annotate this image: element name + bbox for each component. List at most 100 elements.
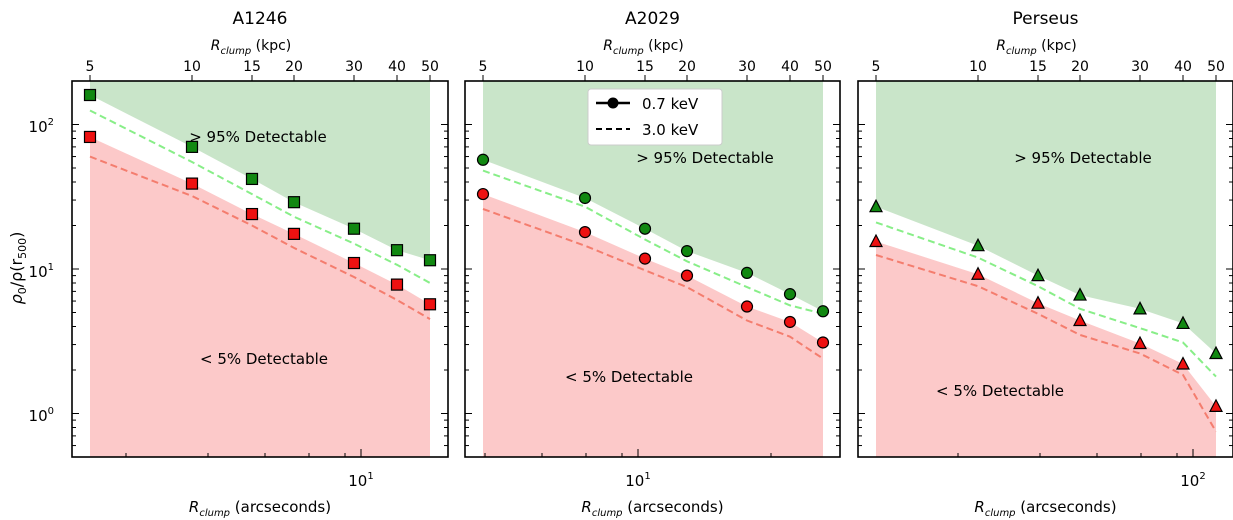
green-marker-0-4 — [347, 222, 361, 235]
annotation-detectable-2: > 95% Detectable — [1014, 149, 1152, 167]
x-axis-label-1: Rclump (arcseconds) — [581, 498, 723, 519]
green-dashed-line-0 — [89, 109, 431, 284]
annotation-undetectable-2: < 5% Detectable — [936, 382, 1064, 400]
red-marker-1-1 — [578, 226, 592, 239]
top-tick-label-2-2: 15 — [1029, 59, 1047, 75]
red-marker-0-2 — [245, 207, 259, 221]
red-dashed-line-0 — [89, 155, 431, 320]
green-dashed-line-2 — [875, 221, 1217, 378]
green-marker-2-3 — [1073, 287, 1087, 301]
top-tick-label-0-0: 5 — [86, 59, 95, 75]
green-marker-0-1 — [185, 140, 199, 153]
top-tick-label-1-3: 20 — [678, 59, 696, 75]
red-region-0 — [90, 137, 430, 457]
bottom-tick-label-1: 101 — [625, 471, 650, 490]
annotation-undetectable-0: < 5% Detectable — [200, 350, 328, 368]
red-marker-1-6 — [816, 336, 830, 349]
green-marker-1-5 — [783, 288, 797, 301]
top-tick-label-2-0: 5 — [872, 59, 881, 75]
red-marker-2-5 — [1176, 356, 1190, 370]
red-marker-0-5 — [390, 278, 404, 291]
green-marker-1-1 — [578, 191, 592, 205]
top-tick-label-0-2: 15 — [243, 59, 261, 75]
green-marker-0-3 — [287, 196, 301, 209]
green-marker-2-4 — [1133, 301, 1147, 315]
red-marker-1-4 — [740, 300, 754, 313]
red-marker-0-1 — [185, 177, 199, 190]
top-tick-label-1-6: 50 — [814, 59, 832, 75]
top-axis-label-1: Rclump (kpc) — [603, 38, 684, 57]
legend: 0.7 keV 3.0 keV — [587, 88, 723, 146]
chart-panel-0: 5 10 15 20 30 40 50 Rclump (kpc) A1246 101 Rclump … — [71, 9, 449, 519]
red-marker-2-3 — [1073, 312, 1087, 327]
red-marker-0-6 — [423, 298, 437, 311]
y-axis-label: ρ0/ρ(r500) — [7, 232, 29, 305]
green-marker-0-6 — [423, 254, 437, 267]
red-marker-0-3 — [287, 227, 301, 240]
top-tick-label-1-5: 40 — [781, 59, 799, 75]
green-marker-2-6 — [1209, 345, 1223, 360]
top-tick-label-2-4: 30 — [1131, 59, 1149, 75]
top-tick-label-1-1: 10 — [576, 59, 594, 75]
red-marker-2-0 — [869, 233, 883, 248]
y-tick-label-0: 100 — [29, 406, 54, 425]
top-tick-label-2-1: 10 — [969, 59, 987, 75]
green-marker-1-0 — [476, 153, 490, 166]
green-marker-2-2 — [1031, 267, 1045, 282]
green-marker-2-1 — [971, 237, 985, 252]
red-marker-2-6 — [1209, 398, 1223, 412]
red-region-1 — [483, 194, 823, 457]
top-tick-label-0-4: 30 — [345, 59, 363, 75]
red-marker-1-3 — [680, 269, 694, 282]
red-region-2 — [876, 241, 1216, 457]
red-marker-2-2 — [1031, 295, 1045, 309]
red-marker-1-5 — [783, 315, 797, 329]
annotation-detectable-1: > 95% Detectable — [636, 149, 774, 167]
y-tick-label-1: 101 — [29, 262, 54, 281]
panel-title-1: A2029 — [625, 9, 680, 29]
x-axis-label-0: Rclump (arcseconds) — [189, 498, 331, 519]
green-marker-2-5 — [1176, 315, 1190, 330]
top-tick-label-1-4: 30 — [738, 59, 756, 75]
green-marker-1-6 — [816, 305, 830, 318]
bottom-tick-label-2: 102 — [1180, 471, 1205, 490]
chart-panel-1: 5 10 15 20 30 40 50 Rclump (kpc) A2029 101 Rclump … — [464, 9, 841, 519]
green-marker-0-2 — [245, 172, 259, 186]
top-axis-label-2: Rclump (kpc) — [996, 38, 1077, 57]
top-tick-label-0-5: 40 — [388, 59, 406, 75]
green-region-2 — [876, 81, 1216, 354]
green-marker-0-5 — [390, 244, 404, 257]
legend-label-1: 0.7 keV — [642, 95, 699, 113]
top-tick-label-1-2: 15 — [636, 59, 654, 75]
red-marker-0-4 — [347, 256, 361, 270]
red-marker-1-0 — [476, 187, 490, 201]
top-tick-label-2-5: 40 — [1174, 59, 1192, 75]
green-marker-1-3 — [680, 245, 694, 258]
red-marker-1-2 — [638, 252, 652, 265]
red-dashed-line-2 — [875, 254, 1217, 433]
red-dashed-line-1 — [482, 208, 824, 360]
y-tick-label-2: 102 — [29, 117, 54, 136]
green-dashed-line-1 — [482, 169, 824, 315]
red-marker-2-4 — [1133, 335, 1147, 350]
top-tick-label-2-3: 20 — [1071, 59, 1089, 75]
red-marker-0-0 — [83, 130, 97, 144]
top-tick-label-0-3: 20 — [285, 59, 303, 75]
green-region-0 — [90, 81, 430, 261]
top-axis-label-0: Rclump (kpc) — [211, 38, 292, 57]
green-marker-1-4 — [740, 266, 754, 279]
top-tick-label-2-6: 50 — [1207, 59, 1225, 75]
green-marker-2-0 — [869, 198, 883, 213]
x-axis-label-2: Rclump (arcseconds) — [974, 498, 1116, 519]
top-tick-label-1-0: 5 — [479, 59, 488, 75]
chart-panel-2: 5 10 15 20 30 40 50 Rclump (kpc) Perseus 102 Rclum… — [857, 9, 1233, 519]
red-marker-2-1 — [971, 266, 985, 280]
legend-marker-circle — [607, 97, 619, 109]
legend-label-2: 3.0 keV — [642, 121, 699, 139]
green-region-1 — [483, 81, 823, 312]
panel-title-0: A1246 — [233, 9, 288, 29]
annotation-detectable-0: > 95% Detectable — [189, 128, 327, 146]
bottom-tick-label-0: 101 — [348, 471, 373, 490]
